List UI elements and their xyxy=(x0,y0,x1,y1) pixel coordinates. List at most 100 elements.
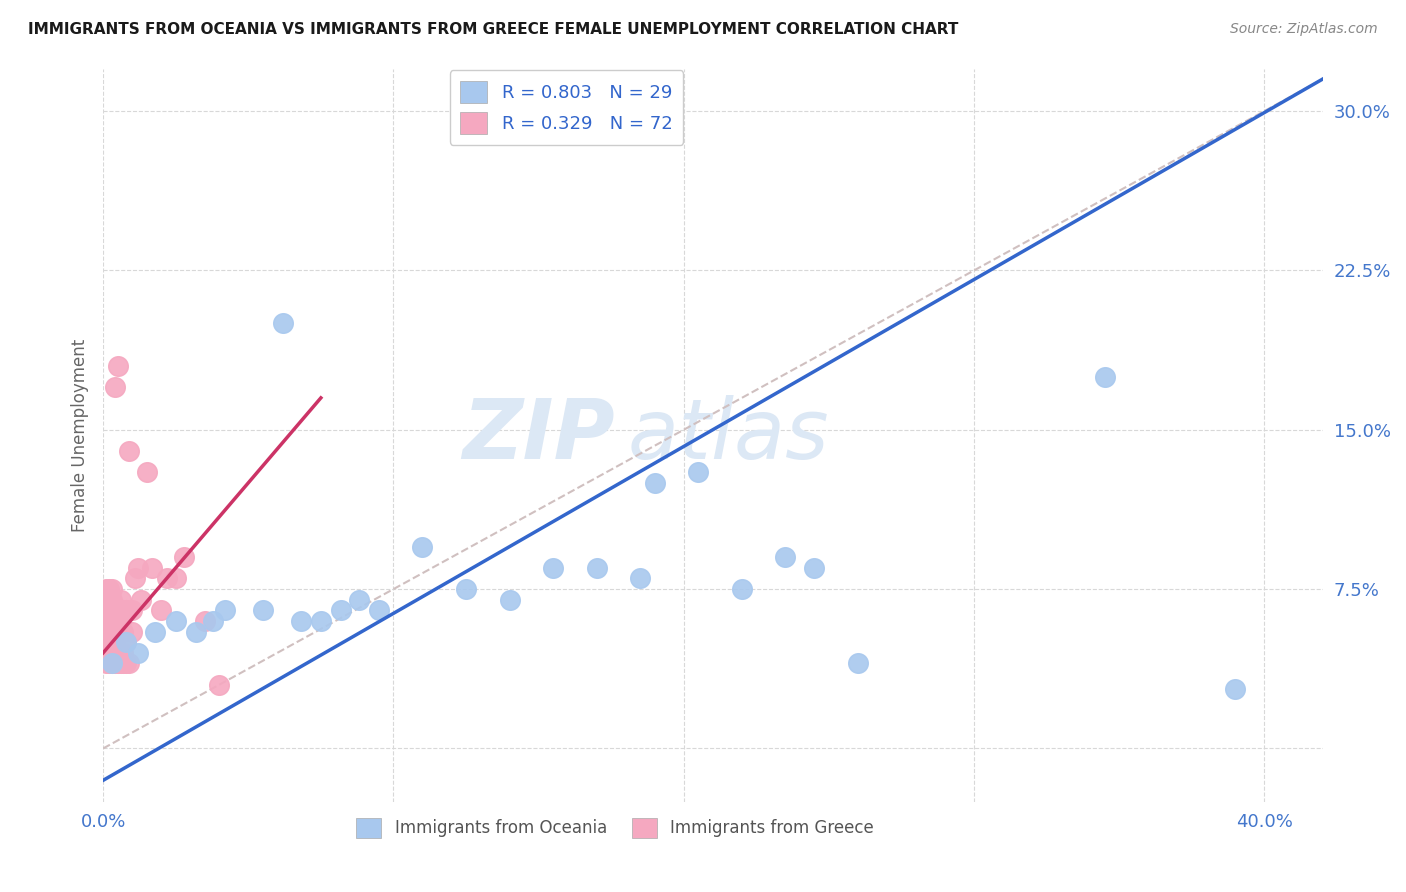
Point xyxy=(115,657,138,671)
Point xyxy=(94,582,117,596)
Point xyxy=(94,646,117,660)
Point xyxy=(145,624,167,639)
Point xyxy=(368,603,391,617)
Point xyxy=(541,561,564,575)
Point xyxy=(112,646,135,660)
Point xyxy=(101,603,124,617)
Point xyxy=(121,603,143,617)
Point xyxy=(347,592,370,607)
Point xyxy=(91,614,114,628)
Point xyxy=(150,603,173,617)
Point xyxy=(803,561,825,575)
Point xyxy=(330,603,353,617)
Point xyxy=(107,646,129,660)
Point xyxy=(156,572,179,586)
Point xyxy=(94,624,117,639)
Point xyxy=(846,657,869,671)
Point xyxy=(110,603,132,617)
Point xyxy=(202,614,225,628)
Point xyxy=(104,614,127,628)
Point xyxy=(94,592,117,607)
Text: ZIP: ZIP xyxy=(463,394,616,475)
Point xyxy=(115,603,138,617)
Point xyxy=(91,603,114,617)
Text: Source: ZipAtlas.com: Source: ZipAtlas.com xyxy=(1230,22,1378,37)
Point xyxy=(214,603,236,617)
Point xyxy=(110,614,132,628)
Point xyxy=(731,582,754,596)
Point xyxy=(252,603,274,617)
Point xyxy=(115,635,138,649)
Point xyxy=(94,657,117,671)
Point xyxy=(165,572,187,586)
Point xyxy=(107,359,129,373)
Point xyxy=(104,646,127,660)
Point xyxy=(97,582,120,596)
Point xyxy=(101,635,124,649)
Point xyxy=(118,657,141,671)
Point xyxy=(94,609,117,624)
Point xyxy=(309,614,332,628)
Point xyxy=(104,380,127,394)
Point xyxy=(1225,681,1247,696)
Point xyxy=(107,614,129,628)
Point xyxy=(115,635,138,649)
Y-axis label: Female Unemployment: Female Unemployment xyxy=(72,338,89,532)
Point xyxy=(118,444,141,458)
Point xyxy=(101,592,124,607)
Point xyxy=(91,592,114,607)
Point xyxy=(97,646,120,660)
Point xyxy=(644,475,666,490)
Text: atlas: atlas xyxy=(627,394,830,475)
Point xyxy=(91,609,114,624)
Point xyxy=(94,635,117,649)
Legend: Immigrants from Oceania, Immigrants from Greece: Immigrants from Oceania, Immigrants from… xyxy=(350,811,880,845)
Point xyxy=(1094,369,1116,384)
Point xyxy=(121,624,143,639)
Point xyxy=(775,550,797,565)
Point xyxy=(127,561,149,575)
Text: IMMIGRANTS FROM OCEANIA VS IMMIGRANTS FROM GREECE FEMALE UNEMPLOYMENT CORRELATIO: IMMIGRANTS FROM OCEANIA VS IMMIGRANTS FR… xyxy=(28,22,959,37)
Point xyxy=(91,624,114,639)
Point xyxy=(165,614,187,628)
Point xyxy=(94,603,117,617)
Point xyxy=(101,582,124,596)
Point xyxy=(97,635,120,649)
Point xyxy=(112,624,135,639)
Point xyxy=(107,624,129,639)
Point xyxy=(290,614,312,628)
Point xyxy=(110,624,132,639)
Point xyxy=(184,624,207,639)
Point xyxy=(271,317,294,331)
Point xyxy=(628,572,651,586)
Point xyxy=(107,657,129,671)
Point xyxy=(585,561,607,575)
Point xyxy=(97,624,120,639)
Point xyxy=(194,614,217,628)
Point xyxy=(104,603,127,617)
Point xyxy=(101,614,124,628)
Point xyxy=(141,561,163,575)
Point xyxy=(97,603,120,617)
Point xyxy=(94,614,117,628)
Point xyxy=(110,592,132,607)
Point xyxy=(91,592,114,607)
Point xyxy=(135,465,157,479)
Point xyxy=(104,657,127,671)
Point xyxy=(208,678,231,692)
Point xyxy=(454,582,477,596)
Point xyxy=(97,614,120,628)
Point xyxy=(97,657,120,671)
Point xyxy=(124,572,146,586)
Point xyxy=(101,657,124,671)
Point xyxy=(101,646,124,660)
Point xyxy=(101,657,124,671)
Point xyxy=(173,550,195,565)
Point xyxy=(104,624,127,639)
Point xyxy=(91,614,114,628)
Point xyxy=(129,592,152,607)
Point xyxy=(97,592,120,607)
Point xyxy=(112,657,135,671)
Point xyxy=(112,603,135,617)
Point xyxy=(688,465,710,479)
